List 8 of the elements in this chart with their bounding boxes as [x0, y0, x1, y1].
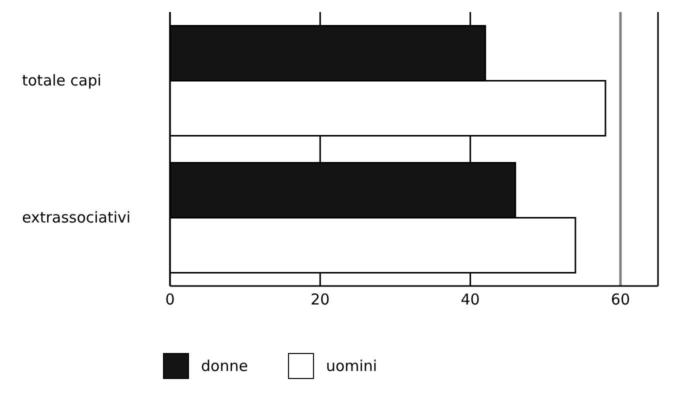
y-tick-label: totale capi — [22, 72, 102, 90]
x-tick-label: 20 — [310, 290, 330, 309]
legend-label: donne — [201, 357, 248, 375]
x-tick-label: 0 — [165, 290, 175, 309]
x-tick-label: 40 — [460, 290, 480, 309]
x-tick-label: 60 — [610, 290, 630, 309]
y-tick-label: extrassociativi — [22, 208, 131, 226]
legend-label: uomini — [326, 357, 378, 375]
